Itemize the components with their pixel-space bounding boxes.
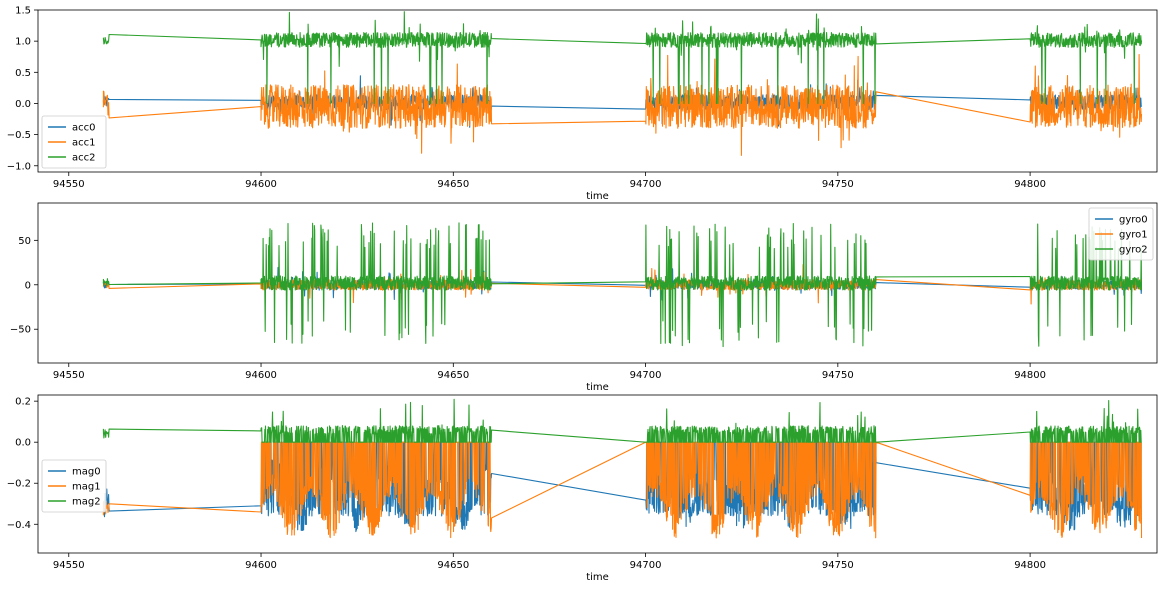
legend-label-mag0: mag0 bbox=[72, 467, 101, 478]
acc-xlabel: time bbox=[586, 191, 609, 202]
mag-ytick-label: −0.2 bbox=[7, 479, 31, 490]
gyro-subplot: 94550 94600 94650 94700 94750 94800 −50 0 50 time… bbox=[10, 202, 1158, 393]
gyro-axes-frame bbox=[37, 202, 1158, 364]
gyro-series-gyro2 bbox=[102, 222, 1143, 348]
mag-plot-area bbox=[102, 398, 1143, 539]
mag-axes-frame bbox=[37, 394, 1158, 554]
gyro-xtick-label: 94550 bbox=[53, 370, 85, 381]
gyro-xtick-label: 94800 bbox=[1014, 370, 1046, 381]
legend-label-mag2: mag2 bbox=[72, 497, 101, 508]
gyro-xtick-label: 94700 bbox=[630, 370, 662, 381]
acc-ytick-label: 0.5 bbox=[15, 68, 31, 79]
acc-xtick-label: 94550 bbox=[53, 179, 85, 190]
acc-ytick-label: −0.5 bbox=[7, 130, 31, 141]
mag-series-mag2 bbox=[102, 398, 1142, 443]
acc-xtick-label: 94600 bbox=[245, 179, 277, 190]
mag-ytick-label: −0.4 bbox=[7, 520, 31, 531]
mag-legend-box bbox=[41, 459, 107, 513]
acc-subplot: 94550 94600 94650 94700 94750 94800 −1.0 −0.5 0.… bbox=[7, 6, 1158, 202]
mag-xtick-label: 94550 bbox=[53, 560, 85, 571]
mag-xlabel: time bbox=[586, 572, 609, 583]
gyro-ytick-label: 0 bbox=[25, 280, 31, 291]
gyro-xlabel: time bbox=[586, 382, 609, 393]
acc-plot-area bbox=[102, 11, 1143, 156]
legend-label-mag1: mag1 bbox=[72, 482, 101, 493]
gyro-ytick-label: −50 bbox=[10, 325, 31, 336]
legend-label-gyro0: gyro0 bbox=[1119, 215, 1148, 226]
mag-xtick-label: 94700 bbox=[630, 560, 662, 571]
gyro-legend: gyro0 gyro1 gyro2 bbox=[1088, 207, 1154, 261]
legend-label-gyro2: gyro2 bbox=[1119, 245, 1148, 256]
mag-xtick-label: 94750 bbox=[822, 560, 854, 571]
acc-xtick-label: 94800 bbox=[1014, 179, 1046, 190]
mag-subplot: 94550 94600 94650 94700 94750 94800 −0.4 −0.2 0.… bbox=[7, 394, 1158, 583]
mag-ytick-label: 0.2 bbox=[15, 397, 31, 408]
mag-xtick-label: 94600 bbox=[245, 560, 277, 571]
acc-ytick-label: 0.0 bbox=[15, 99, 31, 110]
legend-label-acc2: acc2 bbox=[72, 153, 96, 164]
mag-series-mag1 bbox=[102, 441, 1143, 539]
legend-label-acc1: acc1 bbox=[72, 138, 96, 149]
mag-legend: mag0 mag1 mag2 bbox=[41, 459, 107, 513]
legend-label-gyro1: gyro1 bbox=[1119, 230, 1148, 241]
gyro-xtick-label: 94750 bbox=[822, 370, 854, 381]
acc-ytick-label: −1.0 bbox=[7, 161, 31, 172]
gyro-xtick-label: 94600 bbox=[245, 370, 277, 381]
mag-ytick-label: 0.0 bbox=[15, 438, 31, 449]
acc-series-acc2 bbox=[102, 11, 1143, 105]
acc-legend-box bbox=[41, 115, 107, 169]
acc-ytick-label: 1.0 bbox=[15, 37, 31, 48]
acc-ytick-label: 1.5 bbox=[15, 6, 31, 17]
gyro-xtick-label: 94650 bbox=[437, 370, 469, 381]
mag-xtick-label: 94800 bbox=[1014, 560, 1046, 571]
acc-axes-frame bbox=[37, 9, 1158, 173]
legend-label-acc0: acc0 bbox=[72, 123, 96, 134]
mag-xtick-label: 94650 bbox=[437, 560, 469, 571]
acc-xtick-label: 94700 bbox=[630, 179, 662, 190]
gyro-legend-box bbox=[1088, 207, 1154, 261]
gyro-plot-area bbox=[102, 222, 1143, 348]
acc-xtick-label: 94650 bbox=[437, 179, 469, 190]
acc-series-acc1 bbox=[102, 53, 1143, 156]
gyro-ytick-label: 50 bbox=[18, 236, 31, 247]
acc-legend: acc0 acc1 acc2 bbox=[41, 115, 107, 169]
mag-series-mag0 bbox=[102, 441, 1142, 533]
acc-xtick-label: 94750 bbox=[822, 179, 854, 190]
acc-series-acc0 bbox=[102, 75, 1143, 128]
